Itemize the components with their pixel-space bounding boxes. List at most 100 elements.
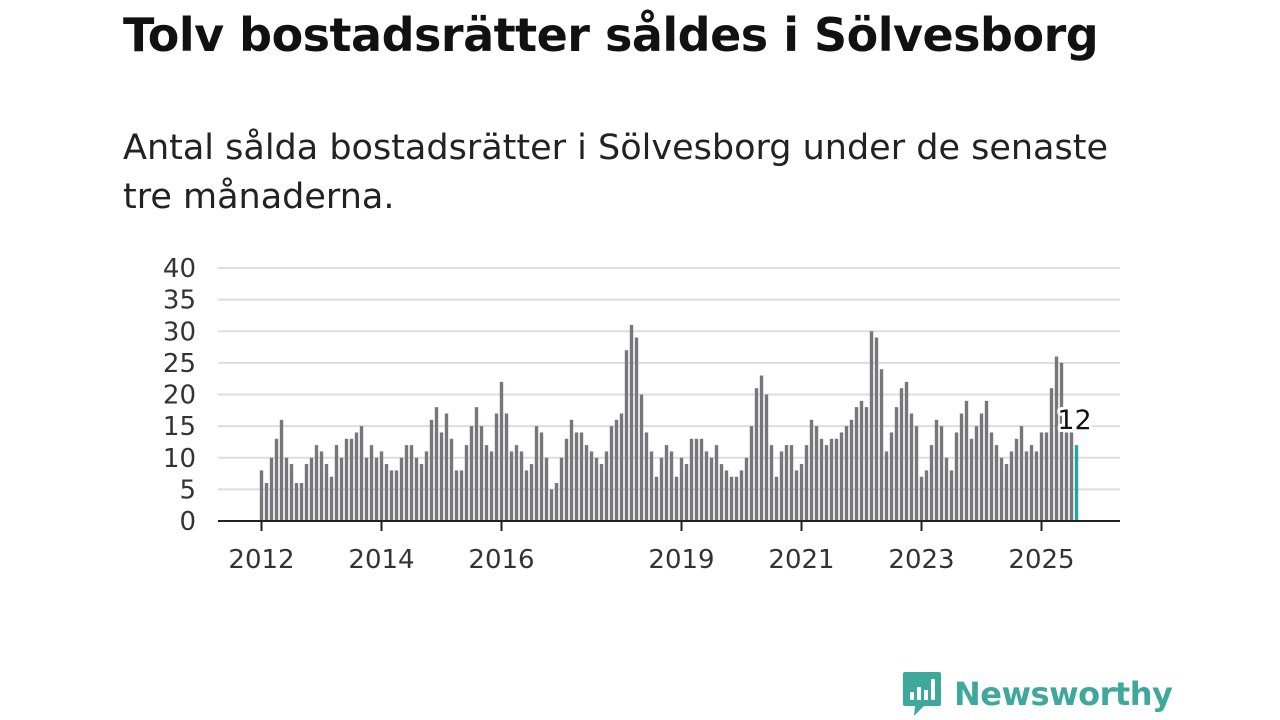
bar (279, 419, 284, 521)
bar (344, 438, 349, 521)
bar (664, 445, 669, 521)
bar (934, 419, 939, 521)
bar (669, 451, 674, 521)
bar (479, 426, 484, 521)
bar (559, 457, 564, 521)
y-tick-label: 20 (163, 381, 196, 411)
bar (824, 445, 829, 521)
bar (1029, 445, 1034, 521)
chart-title: Tolv bostadsrätter såldes i Sölvesborg (123, 8, 1099, 62)
bar (589, 451, 594, 521)
bar (854, 407, 859, 521)
bar (794, 470, 799, 521)
bar (729, 476, 734, 521)
bars (259, 324, 1079, 521)
bar (929, 445, 934, 521)
bar (799, 464, 804, 521)
bar (649, 451, 654, 521)
bar (734, 476, 739, 521)
bar (474, 407, 479, 521)
bar (574, 432, 579, 521)
bar (809, 419, 814, 521)
bar (389, 470, 394, 521)
bar (704, 451, 709, 521)
bar (269, 457, 274, 521)
bar (439, 432, 444, 521)
bar (684, 464, 689, 521)
y-tick-label: 35 (163, 286, 196, 316)
bar (894, 407, 899, 521)
bar (409, 445, 414, 521)
bar (309, 457, 314, 521)
bar (324, 464, 329, 521)
bar (1054, 356, 1059, 521)
bar (844, 426, 849, 521)
bar (869, 331, 874, 521)
bar (804, 445, 809, 521)
bar (694, 438, 699, 521)
bar (449, 438, 454, 521)
bar (754, 388, 759, 521)
newsworthy-logo: Newsworthy (902, 670, 1173, 718)
bar (404, 445, 409, 521)
bar (839, 432, 844, 521)
y-tick-label: 25 (163, 349, 196, 379)
bar (634, 337, 639, 521)
x-tick-label: 2014 (348, 545, 414, 575)
bar (829, 438, 834, 521)
bar (384, 464, 389, 521)
bar (739, 470, 744, 521)
bar (489, 451, 494, 521)
bar (1019, 426, 1024, 521)
bar (769, 445, 774, 521)
bar (499, 381, 504, 521)
bar (1049, 388, 1054, 521)
bar (884, 451, 889, 521)
bar (514, 445, 519, 521)
bar (619, 413, 624, 521)
bar (564, 438, 569, 521)
bar (314, 445, 319, 521)
bar (509, 451, 514, 521)
x-tick-label: 2021 (768, 545, 834, 575)
bar (759, 375, 764, 521)
x-tick-label: 2012 (228, 545, 294, 575)
bar (919, 476, 924, 521)
bar (679, 457, 684, 521)
bar (399, 457, 404, 521)
bar (424, 451, 429, 521)
value-annotation: 12 (1057, 405, 1091, 436)
bar (984, 400, 989, 521)
bar (339, 457, 344, 521)
bar (654, 476, 659, 521)
bar (1064, 432, 1069, 521)
bar (624, 350, 629, 521)
bar (814, 426, 819, 521)
bar (289, 464, 294, 521)
bar (944, 457, 949, 521)
bar (359, 426, 364, 521)
y-tick-label: 40 (163, 254, 196, 284)
bar (629, 324, 634, 521)
bar (1004, 464, 1009, 521)
bar (939, 426, 944, 521)
bar (949, 470, 954, 521)
bar (334, 445, 339, 521)
bar (789, 445, 794, 521)
bar (1014, 438, 1019, 521)
bar (1044, 432, 1049, 521)
bar (319, 451, 324, 521)
grid-lines (218, 267, 1120, 491)
chart-subtitle: Antal sålda bostadsrätter i Sölvesborg u… (123, 128, 1108, 217)
bar (354, 432, 359, 521)
bar (849, 419, 854, 521)
bar (749, 426, 754, 521)
bar (964, 400, 969, 521)
bar (604, 451, 609, 521)
bar (454, 470, 459, 521)
bar (304, 464, 309, 521)
bar (299, 483, 304, 521)
bar (724, 470, 729, 521)
bar (1024, 451, 1029, 521)
